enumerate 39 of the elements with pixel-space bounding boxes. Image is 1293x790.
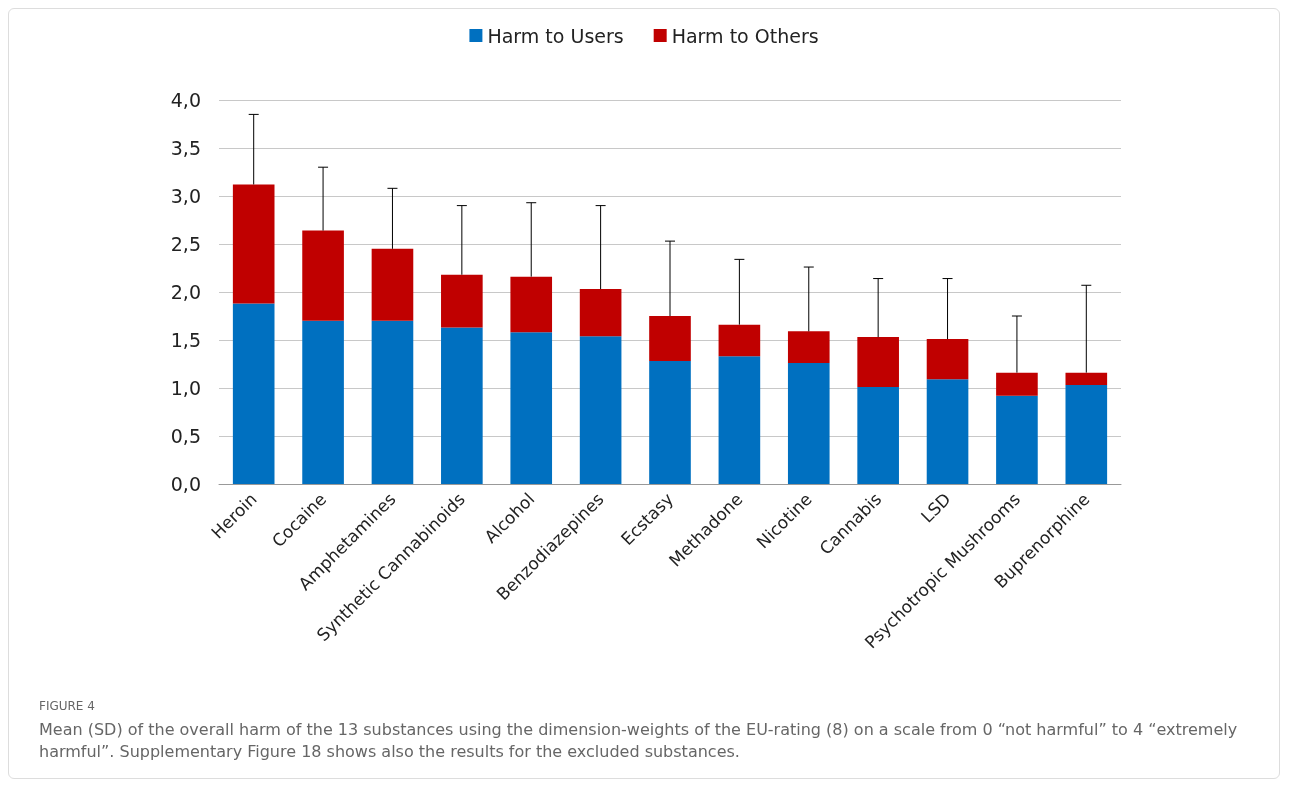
bar [371, 320, 414, 484]
legend-label: Harm to Users [487, 24, 624, 47]
bar [926, 379, 969, 484]
y-tick-label: 4,0 [170, 89, 201, 111]
bar [232, 303, 275, 484]
bar [996, 372, 1038, 396]
bar [926, 339, 969, 380]
y-tick-label: 0,0 [170, 473, 201, 495]
bar [579, 289, 622, 337]
text: Mean (SD) of the overall harm of the 13 substances using the dimension-weights of the EU-rating (8) on a scale from 0 “not harmful” to 4 “extremely harmful”. Supplementary Figure 18 shows also the results for the excluded substances. [39, 719, 1239, 764]
bar [510, 276, 553, 333]
bar [232, 184, 275, 304]
bar [787, 363, 830, 484]
y-tick-label: 3,5 [170, 137, 201, 159]
bar [857, 337, 899, 388]
bar [718, 356, 761, 484]
bar [441, 274, 483, 328]
bar [718, 324, 761, 357]
bar [371, 248, 414, 321]
bar [649, 316, 691, 362]
bar [1065, 372, 1108, 386]
bar [787, 331, 830, 364]
bar [510, 332, 553, 484]
bar [857, 387, 899, 484]
legend-label: Harm to Others [671, 24, 819, 47]
y-tick-label: 2,0 [170, 281, 201, 303]
y-tick-label: 0,5 [170, 425, 201, 447]
caption: FIGURE 4 [39, 699, 96, 713]
bar [302, 230, 344, 321]
y-tick-label: 1,5 [170, 329, 201, 351]
y-tick-label: 1,0 [170, 377, 201, 399]
y-tick-label: 3,0 [170, 185, 201, 207]
bar [302, 320, 344, 484]
bar [1065, 385, 1108, 484]
bar [441, 327, 483, 484]
bar [649, 361, 691, 484]
bar [996, 395, 1038, 484]
bar [579, 336, 622, 484]
y-tick-label: 2,5 [170, 233, 201, 255]
